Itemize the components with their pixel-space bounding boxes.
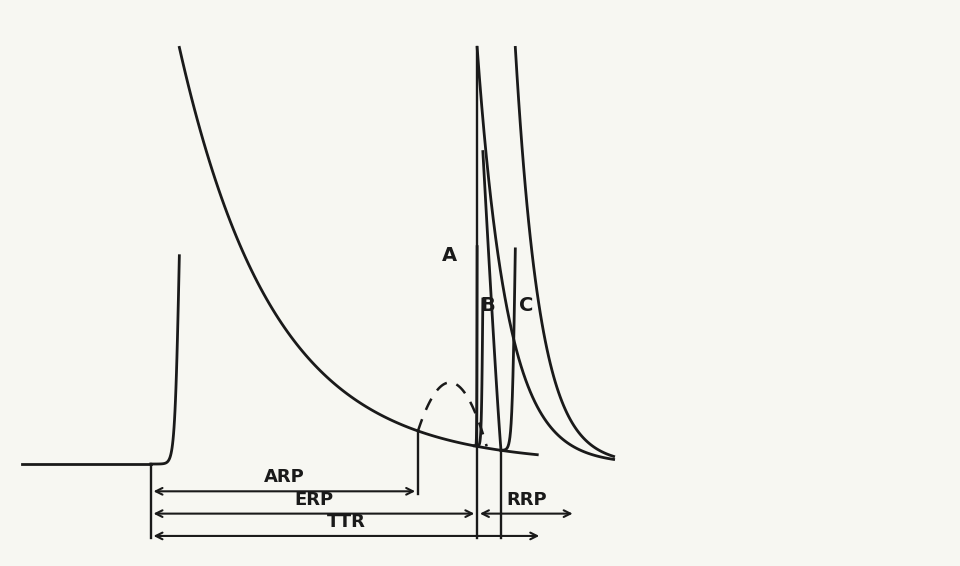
Text: RRP: RRP	[506, 491, 546, 509]
Text: TTR: TTR	[327, 513, 366, 531]
Text: ARP: ARP	[264, 468, 304, 486]
Text: B: B	[480, 296, 495, 315]
Text: ERP: ERP	[295, 491, 333, 509]
Text: C: C	[518, 296, 533, 315]
Text: A: A	[442, 246, 457, 265]
